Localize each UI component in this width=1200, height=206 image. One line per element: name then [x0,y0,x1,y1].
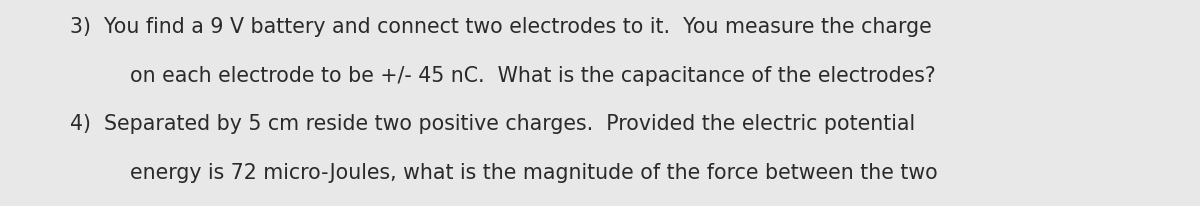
Text: on each electrode to be +/- 45 nC.  What is the capacitance of the electrodes?: on each electrode to be +/- 45 nC. What … [130,65,935,85]
Text: 3)  You find a 9 V battery and connect two electrodes to it.  You measure the ch: 3) You find a 9 V battery and connect tw… [70,17,931,37]
Text: energy is 72 micro-Joules, what is the magnitude of the force between the two: energy is 72 micro-Joules, what is the m… [130,162,937,182]
Text: 4)  Separated by 5 cm reside two positive charges.  Provided the electric potent: 4) Separated by 5 cm reside two positive… [70,114,914,133]
